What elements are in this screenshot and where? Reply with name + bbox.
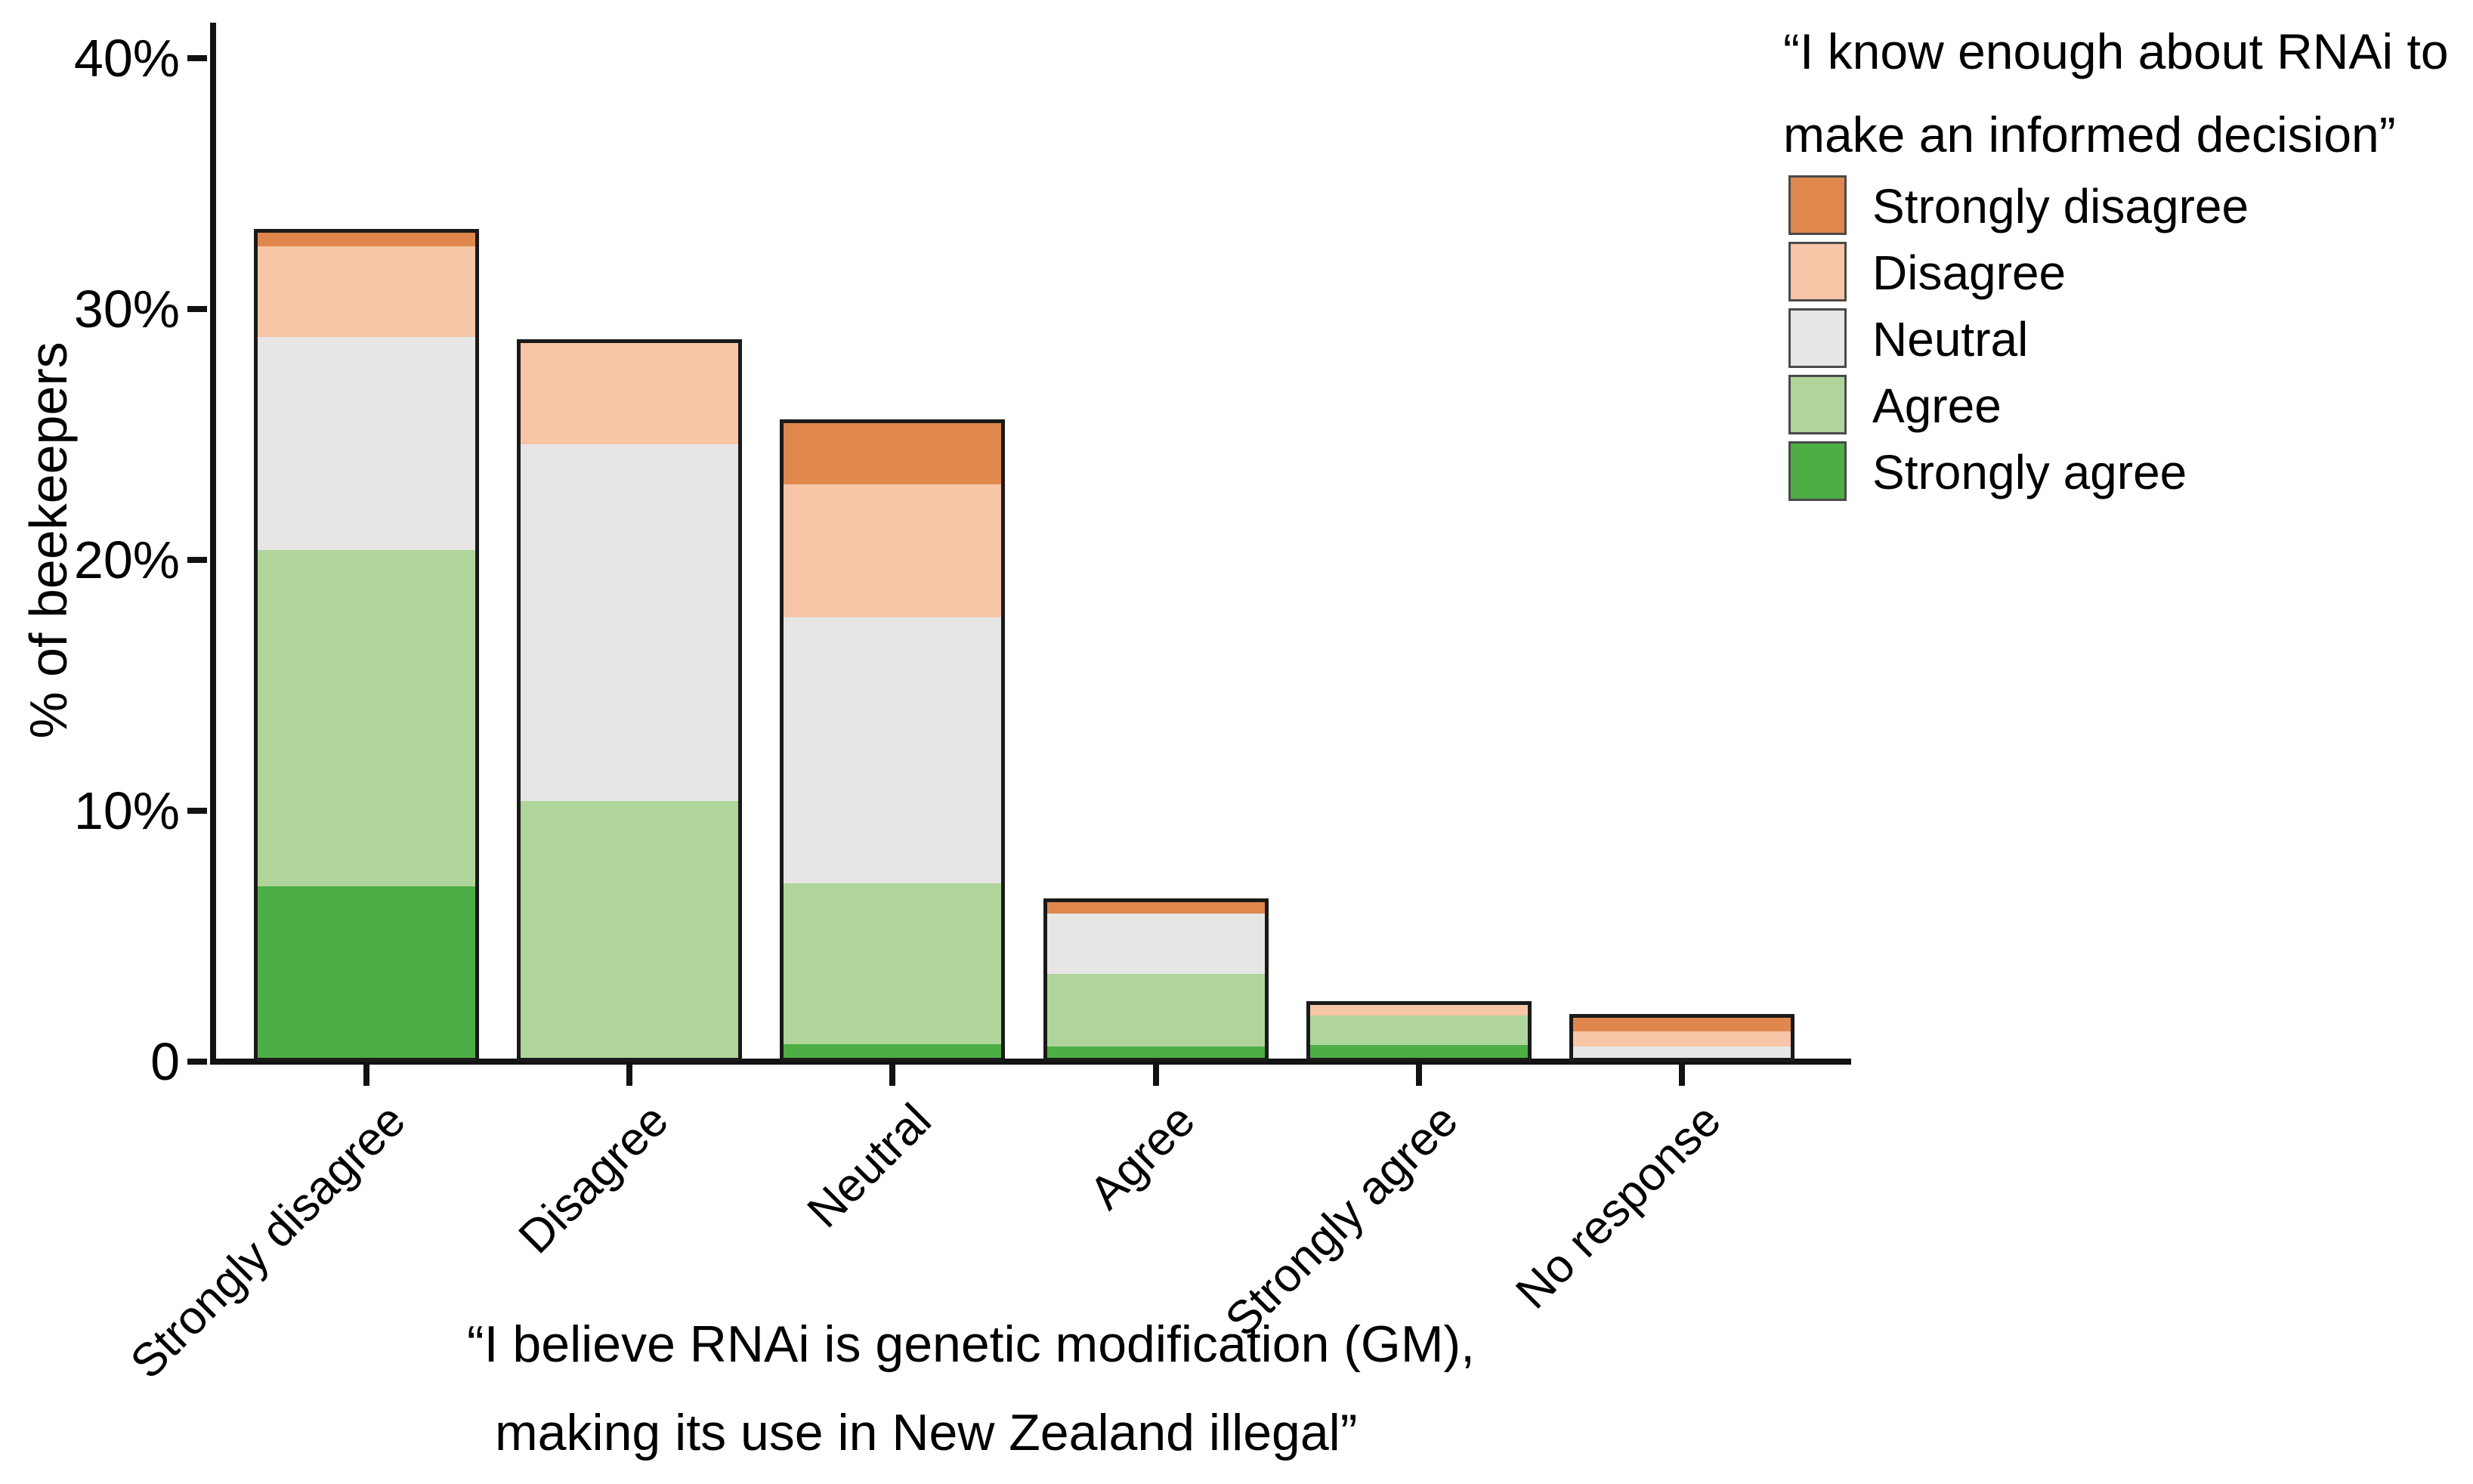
- y-tick-20: [187, 557, 207, 563]
- segment-neutral: [517, 444, 742, 801]
- segment-strongly-agree: [254, 886, 479, 1062]
- bar-strongly-agree: [1306, 1001, 1532, 1062]
- segment-agree: [1043, 973, 1269, 1047]
- y-tick-30: [187, 306, 207, 312]
- bar-outline: [1569, 1013, 1794, 1062]
- x-axis-title-line2: making its use in New Zealand illegal”: [495, 1404, 1358, 1461]
- segment-strongly-agree: [780, 1043, 1005, 1062]
- segment-agree: [1306, 1015, 1532, 1046]
- bar-neutral: [780, 419, 1005, 1062]
- x-axis-line: [210, 1059, 1851, 1065]
- legend-label-strongly-disagree: Strongly disagree: [1872, 179, 2249, 233]
- legend-label-neutral: Neutral: [1872, 312, 2029, 366]
- y-tick-label-30: 30%: [73, 280, 180, 339]
- bar-strongly-disagree: [254, 228, 479, 1062]
- legend-label-disagree: Disagree: [1872, 246, 2067, 300]
- y-tick-label-0: 0: [150, 1032, 180, 1091]
- segment-disagree: [1569, 1031, 1794, 1047]
- legend-swatch-strongly-disagree: [1788, 175, 1847, 235]
- bar-outline: [780, 419, 1005, 1062]
- y-tick-40: [187, 55, 207, 61]
- y-tick-label-20: 20%: [73, 530, 180, 589]
- segment-strongly-disagree: [1569, 1013, 1794, 1032]
- segment-neutral: [1043, 914, 1269, 974]
- bar-outline: [1306, 1001, 1532, 1062]
- y-axis-line: [210, 23, 216, 1065]
- legend-label-agree: Agree: [1872, 379, 2002, 433]
- bar-disagree: [517, 339, 742, 1062]
- segment-disagree: [254, 246, 479, 337]
- bar-outline: [1043, 898, 1269, 1062]
- bar-no-response: [1569, 1013, 1794, 1062]
- bar-outline: [254, 228, 479, 1062]
- legend-title-line2: make an informed decision”: [1783, 107, 2396, 162]
- y-tick-0: [187, 1059, 207, 1065]
- segment-agree: [254, 549, 479, 886]
- x-tick-agree: [1153, 1065, 1159, 1086]
- bar-outline: [517, 339, 742, 1062]
- segment-agree: [780, 883, 1005, 1044]
- y-axis-title: % of beekeepers: [19, 342, 78, 739]
- segment-disagree: [780, 484, 1005, 618]
- x-tick-neutral: [889, 1065, 895, 1086]
- bar-agree: [1043, 898, 1269, 1062]
- segment-disagree: [517, 339, 742, 445]
- x-tick-disagree: [626, 1065, 632, 1086]
- x-axis-title-line1: “I believe RNAi is genetic modification …: [467, 1316, 1476, 1373]
- legend-swatch-disagree: [1788, 242, 1847, 301]
- segment-strongly-disagree: [254, 228, 479, 246]
- x-tick-strongly-agree: [1416, 1065, 1422, 1086]
- legend-swatch-neutral: [1788, 308, 1847, 368]
- legend-swatch-strongly-agree: [1788, 441, 1847, 501]
- legend-swatch-agree: [1788, 375, 1847, 434]
- y-tick-10: [187, 808, 207, 814]
- y-tick-label-10: 10%: [73, 781, 180, 840]
- segment-strongly-agree: [1306, 1045, 1532, 1062]
- y-tick-label-40: 40%: [73, 29, 180, 88]
- x-tick-no-response: [1679, 1065, 1685, 1086]
- segment-neutral: [254, 336, 479, 550]
- segment-neutral: [780, 617, 1005, 884]
- legend-title-line1: “I know enough about RNAi to: [1783, 23, 2449, 79]
- x-tick-strongly-disagree: [363, 1065, 369, 1086]
- legend-label-strongly-agree: Strongly agree: [1872, 445, 2187, 499]
- segment-agree: [517, 800, 742, 1062]
- segment-strongly-disagree: [780, 419, 1005, 485]
